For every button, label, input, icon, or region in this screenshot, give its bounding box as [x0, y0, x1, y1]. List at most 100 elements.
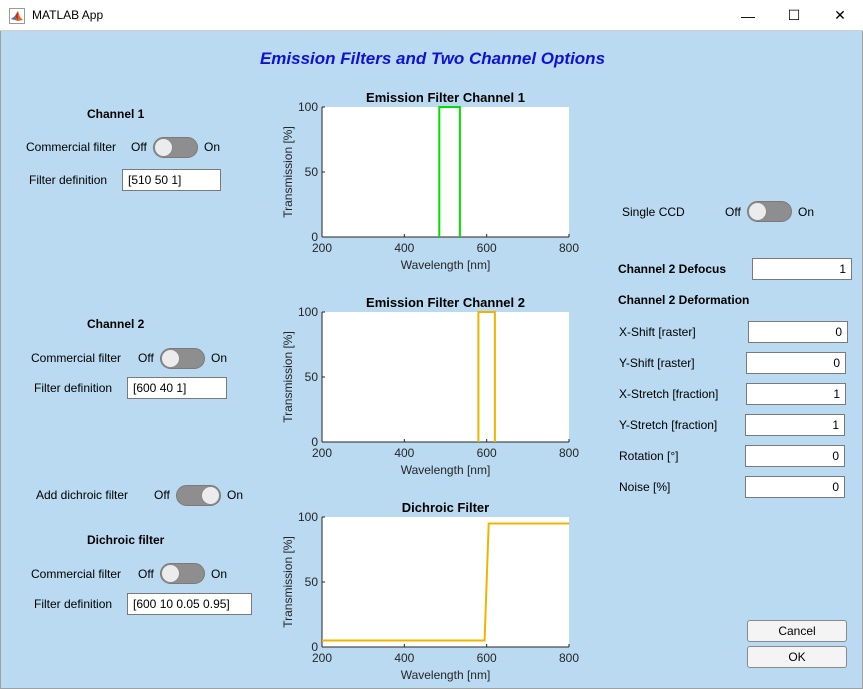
channel1-switch-off-label: Off	[131, 140, 147, 154]
y-tick-label: 0	[311, 230, 318, 244]
y-tick-label: 50	[305, 575, 319, 589]
plot-area	[322, 107, 569, 237]
x-shift-input[interactable]: 0	[748, 321, 848, 343]
title-bar: MATLAB App — ☐ ✕	[0, 0, 863, 31]
channel1-commercial-label: Commercial filter	[26, 140, 117, 154]
deformation-title: Channel 2 Deformation	[618, 293, 750, 307]
x-tick-label: 600	[477, 446, 497, 460]
window-title: MATLAB App	[32, 8, 104, 22]
add-dichroic-switch-on-label: On	[227, 488, 244, 502]
channel2-filter-def-input[interactable]: [600 40 1]	[127, 377, 227, 399]
add-dichroic-switch[interactable]	[176, 485, 221, 506]
x-stretch-input[interactable]: 1	[746, 383, 846, 405]
maximize-button[interactable]: ☐	[771, 0, 817, 31]
series-line	[322, 522, 569, 642]
switch-knob	[161, 564, 180, 583]
noise-label: Noise [%]	[619, 480, 671, 494]
x-tick-label: 200	[312, 446, 332, 460]
series-line	[477, 311, 496, 442]
x-stretch-label: X-Stretch [fraction]	[619, 387, 719, 401]
x-axis-label: Wavelength [nm]	[401, 463, 491, 477]
defocus-label: Channel 2 Defocus	[618, 262, 727, 276]
dichroic-filter-def-label: Filter definition	[34, 597, 113, 611]
ok-button[interactable]: OK	[747, 646, 847, 668]
chart-dichroic: 200 400 600 800 0 50 100 Dichroic Filter Wavelen…	[281, 500, 579, 682]
minimize-button[interactable]: —	[725, 0, 771, 31]
chart-channel1: 200 400 600 800 0 50 100 Emission Filter Channe…	[281, 90, 579, 272]
y-tick-label: 100	[298, 305, 318, 319]
x-tick-label: 800	[559, 241, 579, 255]
minimize-icon: —	[741, 7, 755, 24]
x-tick-label: 200	[312, 241, 332, 255]
x-tick-label: 200	[312, 651, 332, 665]
x-tick-label: 800	[559, 446, 579, 460]
dichroic-commercial-switch[interactable]	[160, 563, 205, 584]
cancel-button[interactable]: Cancel	[747, 620, 847, 642]
single-ccd-switch-on-label: On	[798, 205, 815, 219]
y-axis-label: Transmission [%]	[281, 331, 295, 423]
plot-area	[322, 312, 569, 442]
y-tick-label: 100	[298, 510, 318, 524]
channel1-title: Channel 1	[87, 107, 145, 121]
noise-input[interactable]: 0	[745, 476, 845, 498]
x-tick-label: 400	[394, 651, 414, 665]
channel2-switch-on-label: On	[211, 351, 228, 365]
defocus-input[interactable]: 1	[752, 258, 852, 280]
x-tick-label: 600	[477, 651, 497, 665]
x-axis-label: Wavelength [nm]	[401, 258, 491, 272]
app-panel: Emission Filters and Two Channel Options…	[0, 31, 863, 689]
chart-channel2: 200 400 600 800 0 50 100 Emission Filter Channe…	[281, 295, 579, 477]
chart-title: Emission Filter Channel 2	[366, 295, 525, 310]
chart-title: Dichroic Filter	[402, 500, 489, 515]
switch-knob	[161, 349, 180, 368]
y-stretch-label: Y-Stretch [fraction]	[619, 418, 718, 432]
single-ccd-label: Single CCD	[622, 205, 685, 219]
channel2-title: Channel 2	[87, 317, 145, 331]
channel2-switch-off-label: Off	[138, 351, 154, 365]
switch-knob	[154, 138, 173, 157]
channel1-switch-on-label: On	[204, 140, 221, 154]
channel1-filter-def-label: Filter definition	[29, 173, 108, 187]
chart-title: Emission Filter Channel 1	[366, 90, 525, 105]
maximize-icon: ☐	[787, 7, 801, 23]
dichroic-switch-on-label: On	[211, 567, 228, 581]
channel1-commercial-switch[interactable]	[153, 137, 198, 158]
add-dichroic-switch-off-label: Off	[154, 488, 170, 502]
dichroic-switch-off-label: Off	[138, 567, 154, 581]
x-tick-label: 800	[559, 651, 579, 665]
series-line	[438, 106, 461, 237]
switch-knob	[748, 202, 767, 221]
channel2-commercial-switch[interactable]	[160, 348, 205, 369]
switch-knob	[201, 486, 220, 505]
y-shift-label: Y-Shift [raster]	[619, 356, 695, 370]
single-ccd-switch[interactable]	[747, 201, 792, 222]
channel2-commercial-label: Commercial filter	[31, 351, 122, 365]
x-tick-label: 400	[394, 446, 414, 460]
y-tick-label: 50	[305, 165, 319, 179]
y-tick-label: 0	[311, 640, 318, 654]
y-shift-input[interactable]: 0	[746, 352, 846, 374]
channel1-filter-def-input[interactable]: [510 50 1]	[122, 169, 221, 191]
x-tick-label: 600	[477, 241, 497, 255]
y-stretch-input[interactable]: 1	[745, 414, 845, 436]
dichroic-commercial-label: Commercial filter	[31, 567, 122, 581]
page-title: Emission Filters and Two Channel Options	[259, 49, 606, 68]
plot-area	[322, 517, 569, 647]
y-axis-label: Transmission [%]	[281, 536, 295, 628]
rotation-input[interactable]: 0	[745, 445, 845, 467]
single-ccd-switch-off-label: Off	[725, 205, 741, 219]
y-tick-label: 50	[305, 370, 319, 384]
x-shift-label: X-Shift [raster]	[619, 325, 696, 339]
matlab-logo-icon	[9, 8, 25, 24]
channel2-filter-def-label: Filter definition	[34, 381, 113, 395]
x-axis-label: Wavelength [nm]	[401, 668, 491, 682]
x-tick-label: 400	[394, 241, 414, 255]
add-dichroic-label: Add dichroic filter	[36, 488, 129, 502]
close-button[interactable]: ✕	[817, 0, 863, 31]
dichroic-title: Dichroic filter	[87, 533, 165, 547]
y-tick-label: 100	[298, 100, 318, 114]
y-axis-label: Transmission [%]	[281, 126, 295, 218]
y-tick-label: 0	[311, 435, 318, 449]
rotation-label: Rotation [°]	[619, 449, 679, 463]
dichroic-filter-def-input[interactable]: [600 10 0.05 0.95]	[127, 593, 252, 615]
